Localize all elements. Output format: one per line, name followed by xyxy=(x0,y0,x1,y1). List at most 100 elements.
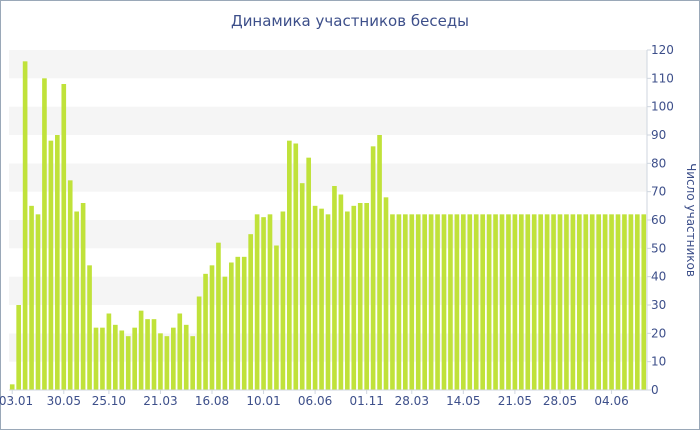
bar xyxy=(106,313,112,390)
bar xyxy=(287,140,292,390)
bar xyxy=(403,214,408,390)
bar xyxy=(409,214,415,390)
bar xyxy=(100,327,105,390)
grid-band xyxy=(9,78,647,107)
x-tick-label: 01.11 xyxy=(349,394,383,408)
bar xyxy=(67,180,73,390)
x-tick-label: 21.03 xyxy=(143,394,177,408)
bar xyxy=(216,242,221,390)
x-tick-label: 04.06 xyxy=(594,394,628,408)
bar xyxy=(338,194,344,390)
bar xyxy=(293,143,299,390)
bar xyxy=(164,336,170,390)
bar xyxy=(448,214,453,390)
bar xyxy=(312,205,318,390)
bar xyxy=(113,324,118,390)
bar xyxy=(229,262,234,390)
bar xyxy=(628,214,634,390)
y-tick-label: 70 xyxy=(651,185,666,199)
bar xyxy=(480,214,485,390)
y-tick-label: 10 xyxy=(651,355,666,369)
bar xyxy=(557,214,563,390)
bars xyxy=(9,61,647,390)
bar xyxy=(80,203,86,390)
bar xyxy=(602,214,608,390)
bar xyxy=(635,214,640,390)
bar xyxy=(609,214,614,390)
x-tick-label: 30.05 xyxy=(47,394,81,408)
y-tick-label: 40 xyxy=(651,270,666,284)
x-tick-label: 10.01 xyxy=(246,394,280,408)
x-tick-label: 06.06 xyxy=(298,394,332,408)
bar xyxy=(345,211,350,390)
bar xyxy=(512,214,518,390)
x-tick-label: 16.08 xyxy=(195,394,229,408)
bar xyxy=(390,214,395,390)
bar xyxy=(583,214,589,390)
bar xyxy=(351,205,357,390)
y-tick-label: 110 xyxy=(651,71,674,85)
bar xyxy=(364,203,369,390)
bar xyxy=(171,327,176,390)
bar xyxy=(596,214,601,390)
x-tick-label: 28.05 xyxy=(543,394,577,408)
bar xyxy=(435,214,440,390)
bar xyxy=(125,336,131,390)
bar xyxy=(454,214,460,390)
y-tick-label: 60 xyxy=(651,213,666,227)
bar xyxy=(544,214,550,390)
bar xyxy=(577,214,582,390)
bar xyxy=(499,214,505,390)
bar xyxy=(93,327,99,390)
bar xyxy=(267,214,273,390)
grid-band xyxy=(9,135,647,164)
bar xyxy=(280,211,286,390)
bar xyxy=(87,265,92,390)
bar xyxy=(274,245,279,390)
bar xyxy=(493,214,498,390)
x-axis: 03.01 30.05 25.10 21.03 16.08 10.01 06.06 01.11… xyxy=(0,389,647,408)
y-tick-label: 0 xyxy=(651,383,659,397)
bar xyxy=(16,305,21,390)
bar xyxy=(357,203,363,390)
grid-band xyxy=(9,106,647,135)
x-tick-label: 03.01 xyxy=(0,394,33,408)
bar xyxy=(29,205,34,390)
y-tick-label: 20 xyxy=(651,326,666,340)
bar xyxy=(531,214,537,390)
bar xyxy=(383,197,389,390)
bar xyxy=(428,214,434,390)
bar xyxy=(473,214,479,390)
grid-band xyxy=(9,163,647,192)
bar xyxy=(589,214,595,390)
bar xyxy=(332,186,337,390)
bar xyxy=(132,327,137,390)
bar xyxy=(461,214,466,390)
bar xyxy=(119,330,125,390)
grid-band xyxy=(9,50,647,79)
bar xyxy=(74,211,79,390)
chart-title: Динамика участников беседы xyxy=(230,12,470,30)
bar xyxy=(467,214,473,390)
bar xyxy=(138,310,144,390)
bar xyxy=(551,214,556,390)
bar xyxy=(519,214,524,390)
bar xyxy=(570,214,576,390)
x-tick-label: 28.03 xyxy=(395,394,429,408)
bar xyxy=(415,214,421,390)
bar xyxy=(177,313,183,390)
bar xyxy=(151,319,157,390)
bar xyxy=(235,256,241,390)
bar xyxy=(48,140,54,390)
bar xyxy=(525,214,531,390)
bar xyxy=(209,265,215,390)
y-axis-label: Число участников xyxy=(684,163,698,277)
y-tick-label: 80 xyxy=(651,156,666,170)
bar xyxy=(615,214,621,390)
bar xyxy=(42,78,47,390)
bar xyxy=(377,135,382,390)
y-tick-label: 90 xyxy=(651,128,666,142)
x-tick-label: 14.05 xyxy=(446,394,480,408)
bar xyxy=(564,214,569,390)
x-tick-label: 21.05 xyxy=(498,394,532,408)
